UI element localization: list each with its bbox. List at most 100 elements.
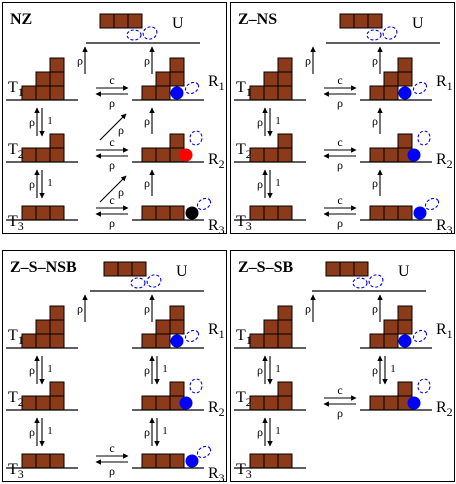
down-rate-label: 1 [162, 425, 168, 437]
monomer-stack [249, 205, 293, 221]
brick [155, 319, 171, 335]
u-label: U [412, 15, 424, 32]
state-label-sub: 1 [18, 333, 24, 347]
monomer-stack [21, 305, 65, 349]
brick [383, 395, 399, 411]
brick [353, 261, 369, 277]
state-t2: T2 [234, 381, 306, 411]
brick [49, 333, 65, 349]
state-label-sub: 2 [219, 405, 225, 419]
u-t1-transition: ρ [305, 294, 316, 322]
t3-r3-transition: cρ [95, 441, 129, 478]
brick [249, 333, 265, 349]
dashed-monomer [412, 81, 428, 95]
brick [21, 395, 37, 411]
dashed-monomer [130, 277, 146, 289]
brick [249, 205, 265, 221]
state-u: U [326, 13, 440, 44]
state-label-t2: T2 [8, 389, 24, 409]
state-label-sub: 3 [219, 223, 225, 237]
dashed-monomer [184, 329, 200, 343]
state-label-sub: 1 [18, 85, 24, 99]
monomer-stack [249, 305, 293, 349]
state-r3: R3 [132, 197, 225, 237]
t2-r2-transition: cρ [323, 383, 357, 420]
t3-r3-transition: cρ [95, 193, 129, 230]
brick [277, 319, 293, 335]
brick [103, 261, 119, 277]
monomer-stack [141, 381, 185, 411]
brick [169, 205, 185, 221]
down-rate-label: 1 [47, 425, 53, 437]
state-label-base: R [436, 73, 447, 90]
brick [155, 85, 171, 101]
brick [383, 147, 399, 163]
brick [155, 71, 171, 87]
dashed-monomer [352, 277, 368, 289]
state-label-base: R [436, 217, 447, 234]
brick [277, 147, 293, 163]
down-rate-label: 1 [47, 177, 53, 189]
brick [383, 205, 399, 221]
state-label-sub: 2 [18, 395, 24, 409]
dashed-monomer [126, 29, 142, 41]
monomer-stack [369, 133, 413, 163]
brick [141, 395, 157, 411]
brick [141, 85, 157, 101]
backward-rate-label: ρ [337, 406, 343, 420]
brick [35, 333, 51, 349]
up-rate-label: ρ [372, 114, 378, 128]
brick [353, 13, 369, 29]
t2-r2-transition: cρ [95, 135, 129, 172]
brick [127, 13, 143, 29]
brick [249, 147, 265, 163]
state-label-base: R [436, 399, 447, 416]
state-label-sub: 1 [447, 79, 453, 93]
state-t2: T2 [6, 133, 78, 163]
brick [49, 453, 65, 469]
panel-title: Z–S–NSB [10, 259, 77, 276]
state-label-r1: R1 [208, 321, 225, 341]
dashed-monomer [189, 378, 203, 394]
brick [263, 395, 279, 411]
forward-rate-label: c [109, 135, 114, 149]
ball [185, 454, 199, 468]
state-r1: R1 [360, 305, 453, 349]
ball [170, 334, 184, 348]
state-label-base: T [236, 389, 246, 406]
r1-r2-transition: ρ [372, 107, 383, 134]
brick [397, 71, 413, 87]
ball [398, 86, 412, 100]
diagonal-arrow [99, 175, 127, 203]
state-label-base: T [236, 461, 246, 478]
state-label-base: R [208, 399, 219, 416]
state-label-t2: T2 [236, 389, 252, 409]
brick [397, 381, 413, 397]
brick [21, 205, 37, 221]
up-rate-label: ρ [305, 302, 311, 316]
brick [263, 319, 279, 335]
brick [49, 57, 65, 73]
ball [398, 334, 412, 348]
monomer-stack [21, 133, 65, 163]
forward-rate-label: c [109, 73, 114, 87]
dashed-monomer [184, 81, 200, 95]
state-u: U [90, 261, 204, 292]
dashed-monomer [382, 26, 398, 40]
brick [35, 395, 51, 411]
panel-border [230, 250, 455, 482]
brick [397, 57, 413, 73]
monomer-stack [141, 453, 185, 469]
monomer-stack [249, 133, 293, 163]
brick [277, 57, 293, 73]
up-rate-label: ρ [372, 302, 378, 316]
state-label-sub: 3 [447, 223, 453, 237]
brick [277, 205, 293, 221]
state-label-sub: 1 [219, 79, 225, 93]
